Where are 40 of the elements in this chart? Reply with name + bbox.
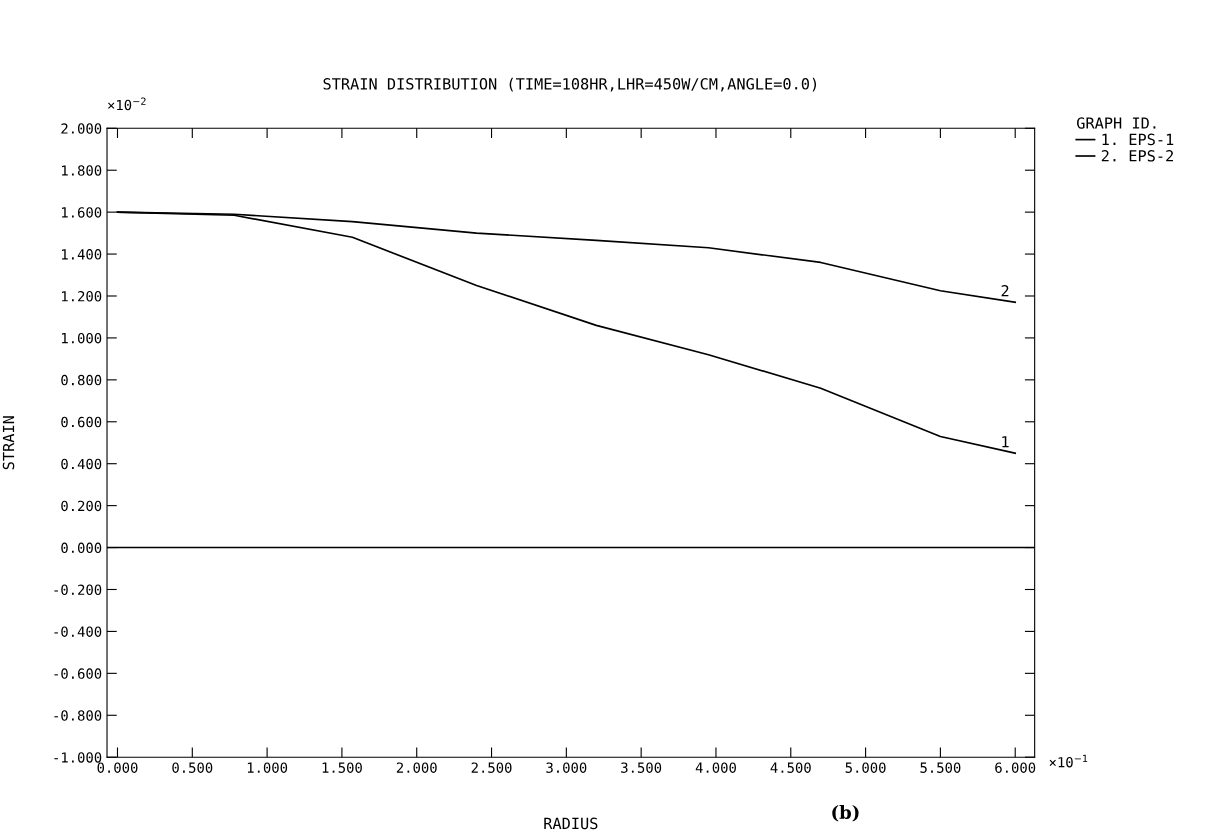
x-axis-title: RADIUS [544,817,598,830]
chart-title: STRAIN DISTRIBUTION (TIME=108HR,LHR=450W/CM,ANGLE=0.0) [323,77,817,92]
legend-title: GRAPH ID. [1077,117,1156,129]
y-tick-label: -0.200 [54,584,102,595]
y-tick-label: 0.000 [61,542,102,554]
annotation: 2 [1001,284,1009,297]
legend-label: 1. EPS-1 [1102,133,1174,146]
y-tick-label: 1.800 [62,165,102,176]
text: ×10$^{−2}$ [108,97,146,111]
x-tick-label: 2.500 [471,762,512,773]
y-tick-label: 1.400 [62,249,102,260]
y-tick-label: -0.800 [54,710,102,721]
y-tick-label: 0.200 [61,500,102,512]
y-tick-label: 2.000 [61,123,102,134]
y-axis-title: STRAIN [2,416,15,470]
y-tick-label: -1.000 [54,752,102,763]
y-tick-label: 1.200 [62,291,102,302]
y-tick-label: 1.600 [62,207,102,218]
y-tick-label: 0.600 [61,416,102,428]
y-tick-label: 1.000 [62,332,102,344]
x-tick-label: 0.000 [97,762,138,773]
legend-label: 2. EPS-2 [1101,150,1173,162]
x-tick-label: 4.500 [770,762,811,773]
x-tick-label: 1.500 [322,762,362,773]
x-tick-label: 3.500 [621,762,662,773]
annotation: 1 [1002,436,1009,448]
y-tick-label: -0.600 [54,668,102,679]
x-tick-label: 5.000 [845,762,886,773]
text: (b) [832,805,859,822]
text: ×10$^{−1}$ [1049,754,1088,768]
x-tick-label: 5.500 [920,762,961,773]
x-tick-label: 3.000 [546,762,587,773]
x-tick-label: 0.500 [172,762,213,773]
x-tick-label: 4.000 [695,762,736,773]
y-tick-label: 0.400 [61,458,102,470]
x-tick-label: 6.000 [995,762,1036,773]
x-tick-label: 2.000 [396,762,437,773]
x-tick-label: 1.000 [247,762,288,773]
y-tick-label: -0.400 [54,626,102,637]
y-tick-label: 0.800 [61,374,102,386]
